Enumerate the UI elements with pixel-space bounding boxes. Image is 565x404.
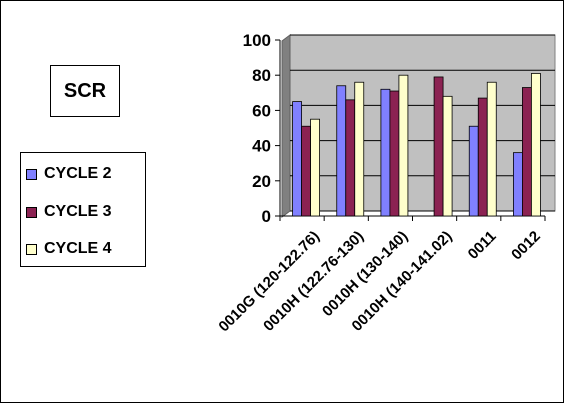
legend: CYCLE 2 CYCLE 3 CYCLE 4 — [20, 152, 146, 267]
y-tick-label: 0 — [262, 207, 271, 226]
legend-item-cycle-2: CYCLE 2 — [26, 164, 112, 184]
legend-label-cycle-4: CYCLE 4 — [44, 240, 112, 257]
bar — [442, 95, 453, 217]
bar — [477, 97, 488, 217]
legend-item-cycle-4: CYCLE 4 — [26, 239, 112, 259]
y-tick-label: 60 — [252, 101, 271, 120]
bar — [486, 81, 497, 217]
plot-side-wall — [281, 34, 291, 218]
legend-item-cycle-3: CYCLE 3 — [26, 202, 112, 222]
bar — [468, 125, 479, 217]
bar — [354, 81, 365, 217]
bar — [433, 76, 444, 217]
bar — [398, 74, 409, 217]
y-tick-label: 40 — [252, 137, 271, 156]
y-tick-label: 80 — [252, 66, 271, 85]
x-tick-label: 0011 — [465, 228, 500, 263]
bar — [531, 73, 541, 217]
bar — [380, 88, 391, 217]
legend-swatch-cycle-3 — [26, 206, 37, 218]
bar — [310, 118, 320, 217]
bar — [513, 152, 523, 217]
chart-title: SCR — [50, 65, 120, 117]
legend-swatch-cycle-4 — [26, 243, 37, 255]
bar — [292, 101, 302, 217]
bar — [345, 99, 356, 217]
x-tick-label: 0012 — [508, 228, 544, 264]
bar — [389, 90, 400, 217]
bar — [301, 125, 311, 217]
legend-label-cycle-3: CYCLE 3 — [44, 203, 112, 220]
legend-label-cycle-2: CYCLE 2 — [44, 165, 112, 182]
bar — [522, 87, 532, 217]
y-tick-label: 100 — [243, 31, 271, 50]
bar — [336, 85, 347, 217]
legend-swatch-cycle-2 — [26, 168, 37, 180]
y-tick-label: 20 — [252, 172, 271, 191]
